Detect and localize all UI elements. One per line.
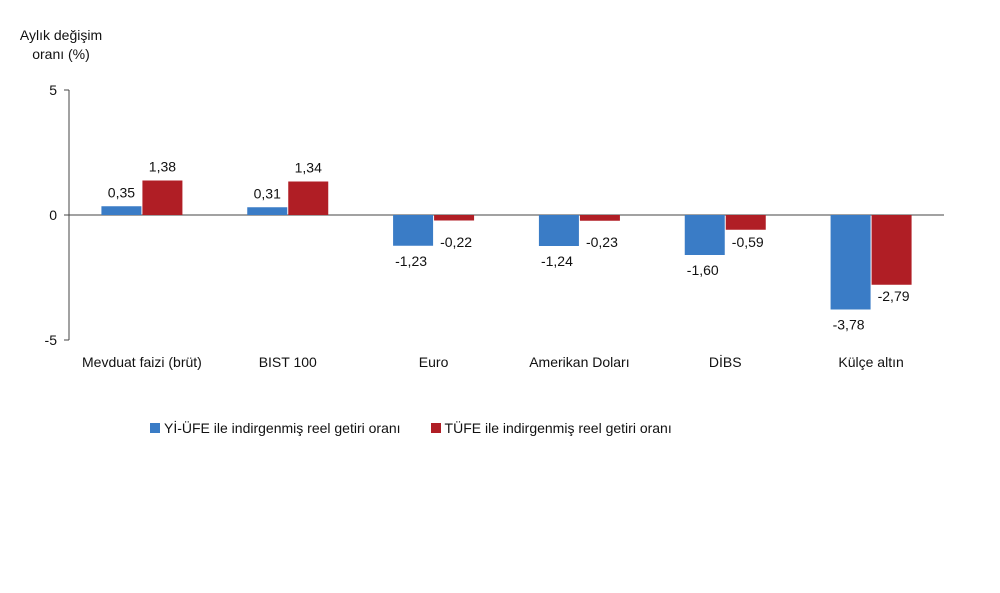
y-axis-title: Aylık değişim oranı (%) <box>6 26 116 64</box>
bar-series-1-1 <box>247 207 288 215</box>
data-label-series-2-2: -0,22 <box>440 234 472 250</box>
legend-item-series-2: TÜFE ile indirgenmiş reel getiri oranı <box>430 420 672 436</box>
data-label-series-1-5: -3,78 <box>833 317 865 333</box>
data-label-series-2-4: -0,59 <box>732 234 764 250</box>
x-tick-label-1: BIST 100 <box>259 354 317 370</box>
data-label-series-1-1: 0,31 <box>254 185 281 201</box>
bar-series-1-5 <box>830 215 871 310</box>
bar-series-2-5 <box>871 215 912 285</box>
bar-series-1-4 <box>684 215 725 255</box>
bar-series-2-1 <box>288 181 329 215</box>
legend-item-series-1: Yİ-ÜFE ile indirgenmiş reel getiri oranı <box>150 420 401 436</box>
bar-series-1-2 <box>393 215 434 246</box>
bar-series-2-4 <box>725 215 766 230</box>
legend-swatch-series-2 <box>430 423 441 433</box>
x-tick-label-2: Euro <box>419 354 449 370</box>
data-label-series-2-0: 1,38 <box>149 159 176 175</box>
x-tick-label-4: DİBS <box>709 353 742 370</box>
x-tick-label-3: Amerikan Doları <box>529 354 629 370</box>
x-tick-label-0: Mevduat faizi (brüt) <box>82 354 202 370</box>
data-label-series-1-0: 0,35 <box>108 184 135 200</box>
bar-series-2-2 <box>434 215 475 221</box>
data-label-series-1-4: -1,60 <box>687 262 719 278</box>
legend: Yİ-ÜFE ile indirgenmiş reel getiri oranı… <box>150 420 702 436</box>
x-tick-label-5: Külçe altın <box>838 354 903 370</box>
legend-swatch-series-1 <box>150 423 160 433</box>
data-label-series-2-5: -2,79 <box>878 288 910 304</box>
bar-series-2-3 <box>579 215 620 221</box>
legend-label-series-2: TÜFE ile indirgenmiş reel getiri oranı <box>444 420 672 436</box>
y-axis-title-line-1: Aylık değişim <box>19 27 103 43</box>
legend-label-series-1: Yİ-ÜFE ile indirgenmiş reel getiri oranı <box>164 420 401 436</box>
bar-series-1-3 <box>538 215 579 246</box>
data-label-series-2-1: 1,34 <box>295 160 322 176</box>
y-tick-label-0: 5 <box>49 82 57 98</box>
data-label-series-2-3: -0,23 <box>586 234 618 250</box>
y-tick-label-1: 0 <box>49 207 57 223</box>
bar-chart: 5 0 -5 0,35 1,38 Mevduat faizi (brüt) 0,31 1,34… <box>45 82 944 370</box>
bar-series-2-0 <box>142 180 183 215</box>
y-tick-label-2: -5 <box>45 332 58 348</box>
bar-series-1-0 <box>101 206 142 215</box>
y-axis-title-line-2: oranı (%) <box>32 46 90 62</box>
data-label-series-1-3: -1,24 <box>541 253 573 269</box>
data-label-series-1-2: -1,23 <box>395 253 427 269</box>
